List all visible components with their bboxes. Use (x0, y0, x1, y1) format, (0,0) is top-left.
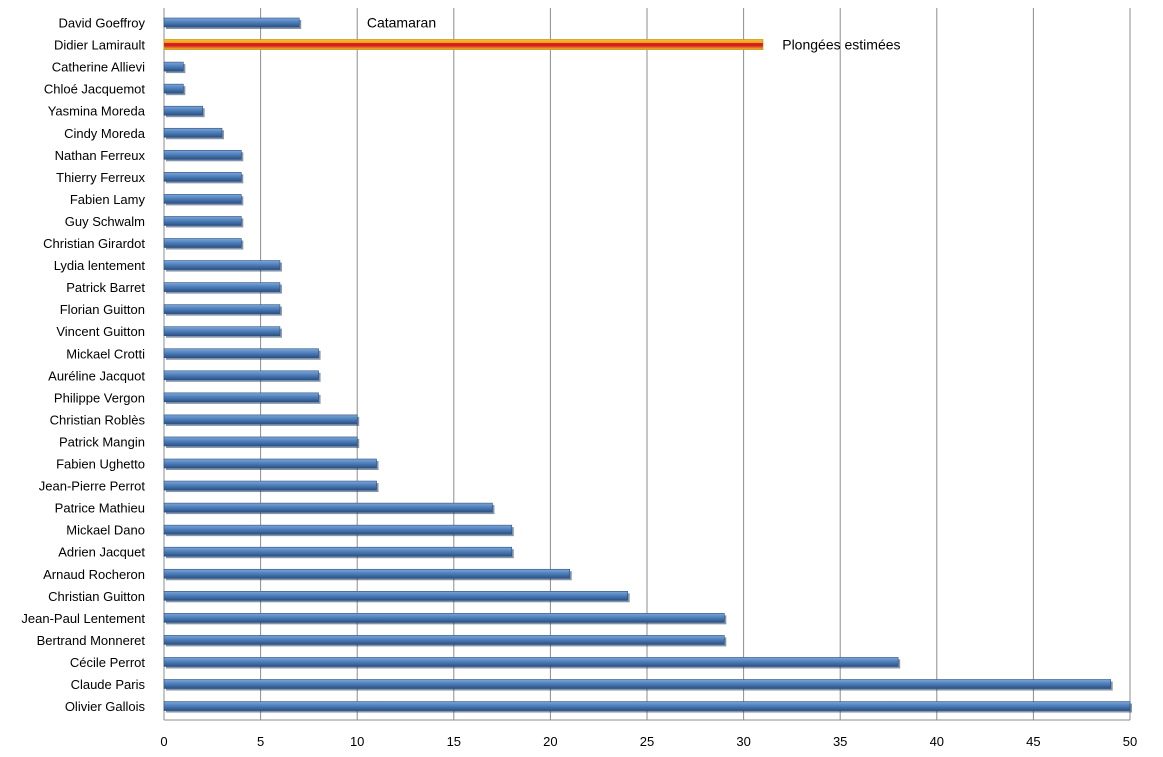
bar (163, 260, 281, 270)
bar (163, 172, 242, 182)
category-label: Adrien Jacquet (58, 545, 145, 560)
annotations: Catamaran Plongées estimées (367, 15, 901, 53)
category-label: Cécile Perrot (70, 655, 146, 670)
x-tick-label: 40 (930, 734, 944, 749)
bar (163, 194, 242, 204)
bar (163, 436, 358, 447)
x-tick-label: 20 (543, 734, 557, 749)
category-label: Catherine Allievi (52, 60, 145, 75)
category-label: Christian Roblès (50, 412, 146, 427)
category-label: David Goeffroy (59, 16, 146, 31)
category-label: Lydia lentement (54, 258, 146, 273)
x-tick-label: 30 (736, 734, 750, 749)
x-tick-label: 0 (160, 734, 167, 749)
category-labels: David Goeffroy Didier Lamirault Catherine … (21, 16, 145, 715)
category-label: Olivier Gallois (65, 699, 146, 714)
bar (163, 17, 300, 28)
bar (163, 546, 513, 557)
category-label: Fabien Lamy (70, 192, 146, 207)
x-tick-label: 45 (1026, 734, 1040, 749)
x-tick-labels: 0 5 10 15 20 25 30 35 40 45 50 (160, 734, 1137, 749)
bar (163, 392, 319, 403)
x-tick-label: 10 (350, 734, 364, 749)
bar (163, 524, 513, 535)
bar (163, 61, 184, 72)
bar (163, 635, 725, 645)
category-label: Guy Schwalm (65, 214, 145, 229)
bar (163, 568, 571, 579)
bar (163, 657, 899, 667)
bars (163, 17, 1132, 713)
bar (163, 458, 377, 469)
category-label: Nathan Ferreux (55, 148, 146, 163)
category-label: Christian Guitton (48, 589, 145, 604)
category-label: Didier Lamirault (54, 38, 145, 53)
bar (163, 613, 725, 623)
bar (163, 127, 223, 138)
bar (163, 105, 203, 116)
category-label: Fabien Ughetto (56, 457, 145, 472)
annotation-label: Catamaran (367, 15, 436, 31)
category-label: Mickael Dano (66, 523, 145, 538)
x-tick-label: 5 (257, 734, 264, 749)
category-label: Claude Paris (71, 677, 146, 692)
category-label: Arnaud Rocheron (43, 567, 145, 582)
category-label: Auréline Jacquot (48, 368, 145, 383)
bar (163, 348, 319, 359)
bar (163, 150, 242, 160)
category-label: Mickael Crotti (66, 346, 145, 361)
category-label: Bertrand Monneret (37, 633, 146, 648)
category-label: Cindy Moreda (64, 126, 146, 141)
x-tick-label: 25 (640, 734, 654, 749)
bar (163, 216, 242, 226)
category-label: Vincent Guitton (56, 324, 145, 339)
bar (163, 679, 1111, 689)
bar (163, 414, 358, 425)
bar (163, 326, 281, 337)
category-label: Florian Guitton (60, 302, 145, 317)
bar (163, 282, 281, 292)
bar (163, 83, 184, 94)
gridlines (163, 8, 1131, 721)
category-label: Yasmina Moreda (48, 104, 146, 119)
bar-highlight-core (164, 43, 763, 47)
category-label: Patrice Mathieu (55, 501, 145, 516)
category-label: Chloé Jacquemot (44, 82, 146, 97)
category-label: Philippe Vergon (54, 390, 145, 405)
category-label: Jean-Pierre Perrot (39, 479, 146, 494)
annotation-label: Plongées estimées (782, 37, 900, 53)
x-tick-label: 50 (1123, 734, 1137, 749)
bar (163, 304, 281, 314)
category-label: Jean-Paul Lentement (21, 611, 145, 626)
category-label: Patrick Mangin (59, 434, 145, 449)
bar (163, 701, 1131, 711)
x-tick-label: 35 (833, 734, 847, 749)
bar (163, 370, 319, 381)
category-label: Thierry Ferreux (56, 170, 145, 185)
x-tick-label: 15 (447, 734, 461, 749)
bar (163, 238, 242, 248)
bar (163, 590, 628, 601)
bar (163, 502, 493, 513)
category-label: Patrick Barret (66, 280, 145, 295)
bar (163, 480, 377, 491)
category-label: Christian Girardot (43, 236, 145, 251)
